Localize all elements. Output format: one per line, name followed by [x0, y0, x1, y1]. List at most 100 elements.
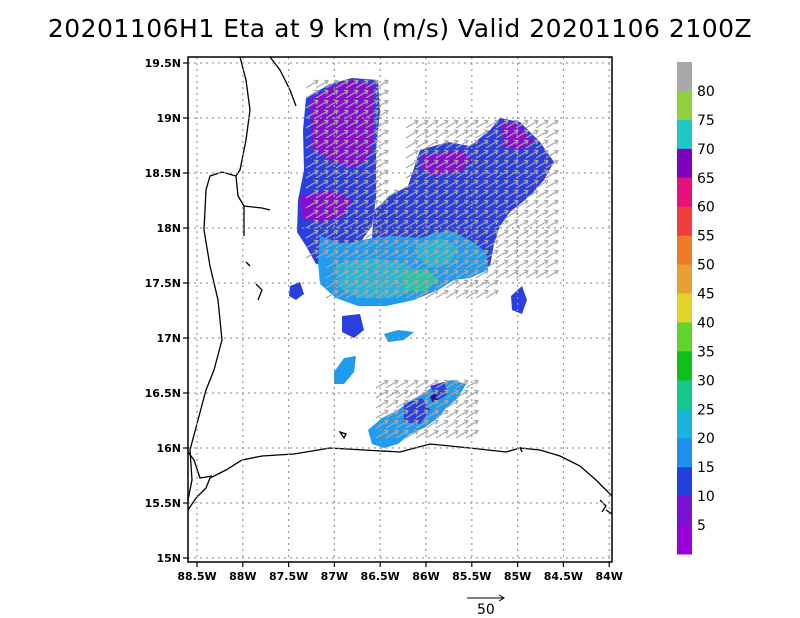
wind-arrow [325, 159, 339, 169]
wind-arrow [375, 79, 389, 89]
wind-arrow [465, 139, 479, 149]
wind-arrow [485, 219, 499, 229]
wind-arrow [435, 179, 449, 189]
wind-arrow [485, 179, 499, 189]
wind-arrow [355, 279, 369, 289]
wind-arrow [355, 199, 369, 209]
wind-arrow [355, 269, 369, 279]
y-tick-label: 16.5N [145, 387, 181, 400]
wind-arrow [505, 229, 519, 239]
wind-arrow [365, 129, 379, 139]
wind-arrow [425, 169, 439, 179]
wind-arrow [305, 149, 319, 159]
wind-arrow [435, 139, 449, 149]
wind-arrow [375, 259, 389, 269]
wind-arrow [325, 139, 339, 149]
wind-arrow [465, 409, 479, 419]
wind-arrow [305, 189, 319, 199]
wind-arrow [355, 99, 369, 109]
wind-arrow [415, 209, 429, 219]
wind-arrow [485, 129, 499, 139]
y-tick-label: 15.5N [145, 497, 181, 510]
colorbar-label: 10 [697, 489, 715, 505]
wind-arrow [475, 189, 489, 199]
wind-arrow [395, 269, 409, 279]
wind-arrow [535, 119, 549, 129]
wind-arrow [375, 139, 389, 149]
wind-arrow [515, 209, 529, 219]
wind-arrow [485, 229, 499, 239]
wind-arrow [345, 129, 359, 139]
wind-arrow [365, 259, 379, 269]
wind-arrow [375, 409, 389, 419]
y-tick-label: 19.5N [145, 57, 181, 70]
wind-arrow [335, 109, 349, 119]
wind-arrow [545, 249, 559, 259]
wind-arrow [445, 119, 459, 129]
wind-arrow [355, 209, 369, 219]
wind-arrow [345, 189, 359, 199]
y-axis-ticks: 19.5N 19N 18.5N 18N 17.5N 17N 16.5N 16N 15.5N 15N [145, 57, 188, 565]
colorbar-swatch [677, 380, 692, 410]
wind-arrow [445, 409, 459, 419]
wind-arrow [445, 429, 459, 439]
wind-arrow [425, 229, 439, 239]
wind-arrow [505, 199, 519, 209]
wind-arrow [405, 259, 419, 269]
wind-arrow [465, 289, 479, 299]
wind-arrow [405, 189, 419, 199]
wind-arrow [325, 79, 339, 89]
wind-arrow [455, 169, 469, 179]
wind-arrow [355, 159, 369, 169]
wind-arrow [495, 269, 509, 279]
wind-arrow [505, 139, 519, 149]
wind-arrow [325, 119, 339, 129]
wind-arrow [365, 219, 379, 229]
wind-arrow [435, 199, 449, 209]
wind-arrow [365, 209, 379, 219]
wind-arrow [475, 229, 489, 239]
wind-arrow [505, 169, 519, 179]
wind-arrow [545, 209, 559, 219]
wind-arrow [405, 289, 419, 299]
wind-arrow [355, 189, 369, 199]
x-tick-label: 86.5W [361, 570, 400, 583]
wind-arrow [325, 269, 339, 279]
wind-arrow [325, 109, 339, 119]
wind-arrow [485, 269, 499, 279]
wind-arrow [475, 209, 489, 219]
plot-frame [187, 56, 613, 563]
wind-arrow [485, 139, 499, 149]
wind-arrow [465, 399, 479, 409]
wind-arrow [365, 169, 379, 179]
wind-arrow [355, 179, 369, 189]
wind-arrow [465, 199, 479, 209]
wind-arrow [535, 139, 549, 149]
wind-arrow [305, 209, 319, 219]
wind-arrow [545, 159, 559, 169]
colorbar-swatch [677, 119, 692, 150]
wind-arrow [455, 409, 469, 419]
wind-arrow [525, 189, 539, 199]
wind-arrow [325, 89, 339, 99]
wind-arrow [425, 279, 439, 289]
wind-arrow [435, 429, 449, 439]
wind-arrow [335, 179, 349, 189]
y-tick-label: 17.5N [145, 277, 181, 290]
wind-arrow [475, 169, 489, 179]
colorbar-label: 75 [697, 113, 715, 129]
wind-arrow [435, 289, 449, 299]
wind-arrow [405, 409, 419, 419]
wind-arrow [415, 239, 429, 249]
wind-arrow [375, 389, 389, 399]
wind-arrow [495, 219, 509, 229]
wind-arrow [345, 79, 359, 89]
wind-arrow [325, 219, 339, 229]
wind-arrow [395, 209, 409, 219]
wind-arrow [415, 119, 429, 129]
wind-arrow [305, 139, 319, 149]
wind-arrow [365, 149, 379, 159]
wind-arrow [535, 169, 549, 179]
colorbar-swatch [677, 62, 692, 92]
wind-arrow [395, 399, 409, 409]
